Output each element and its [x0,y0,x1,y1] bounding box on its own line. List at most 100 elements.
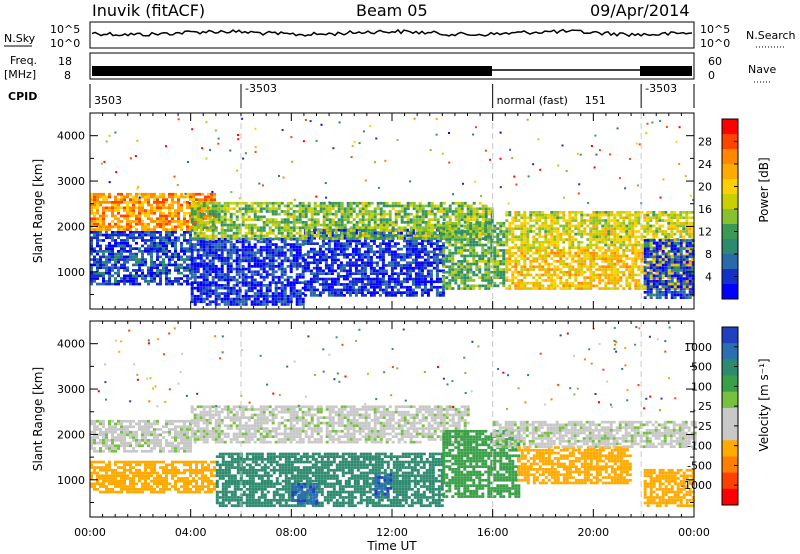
data-cell [502,235,506,239]
data-cell [226,204,230,208]
data-cell [399,272,403,275]
data-cell [265,292,269,295]
data-cell [144,241,147,245]
data-cell [580,281,584,285]
data-cell [313,204,317,208]
data-cell [138,209,141,212]
data-cell [463,284,467,288]
data-cell [277,248,281,252]
data-cell [120,239,123,242]
data-cell [90,236,93,240]
data-cell [502,279,506,282]
data-cell [417,242,421,245]
data-cell [399,280,403,284]
data-cell [499,270,503,274]
data-cell [408,272,412,275]
data-cell [523,262,527,266]
data-cell [406,204,410,208]
data-cell [544,254,548,258]
data-cell [589,227,593,230]
data-cell [165,263,168,267]
data-cell [420,247,424,251]
data-cell [553,235,557,239]
data-cell [394,201,398,205]
data-cell [286,243,290,246]
data-cell [538,216,542,220]
data-cell [202,289,206,293]
data-cell [265,201,269,205]
data-cell [295,265,299,268]
data-cell [628,240,632,244]
data-cell [595,221,599,225]
data-cell [559,279,563,282]
data-cell [156,250,159,253]
data-cell [195,192,198,196]
data-cell [268,237,272,240]
data-cell [319,201,323,205]
data-cell [360,258,364,262]
data-cell [544,213,548,217]
data-cell [262,278,266,282]
data-cell [141,274,144,278]
data-cell [105,225,108,229]
data-cell [580,232,584,236]
data-cell [544,287,548,290]
data-cell [435,275,439,278]
data-cell [310,212,314,216]
data-cell [183,236,186,240]
data-cell [268,294,272,298]
data-cell [390,253,394,256]
data-cell [586,281,590,285]
data-cell [265,275,269,279]
data-cell [454,276,458,279]
data-cell [150,277,153,280]
data-cell [205,226,209,230]
data-cell [295,303,299,306]
data-cell [235,245,239,249]
data-cell [457,210,461,213]
data-cell [202,240,206,244]
data-cell [105,209,108,212]
data-cell [487,249,491,252]
data-cell [102,250,105,253]
data-cell [397,229,401,232]
data-cell [484,265,488,269]
data-cell [475,262,479,266]
data-cell [481,221,485,225]
data-cell [250,204,254,208]
data-cell [574,276,578,279]
data-cell [463,238,467,241]
data-cell [559,232,563,236]
data-cell [370,218,374,221]
data-cell [126,269,129,272]
data-cell [463,246,467,250]
data-cell [156,282,159,286]
data-cell [96,244,99,248]
data-cell [676,238,680,241]
data-cell [186,239,189,242]
data-cell [259,289,263,293]
data-cell [628,219,632,222]
noise-tick-left-top: 10^5 [50,23,80,36]
data-cell [472,227,476,230]
data-cell [315,250,319,254]
data-cell [177,258,180,261]
data-cell [147,211,150,215]
data-cell [658,219,662,222]
data-cell [481,249,485,252]
data-cell [556,284,560,288]
data-cell [99,228,102,231]
data-cell [340,237,344,240]
data-cell [217,259,221,263]
data-cell [688,232,692,236]
data-cell [247,254,251,257]
data-cell [303,283,307,286]
data-cell [420,245,424,248]
data-cell [186,211,189,215]
data-cell [505,251,509,255]
data-cell [211,223,215,227]
data-cell [259,259,263,263]
data-cell [429,283,433,286]
data-cell [376,231,380,235]
